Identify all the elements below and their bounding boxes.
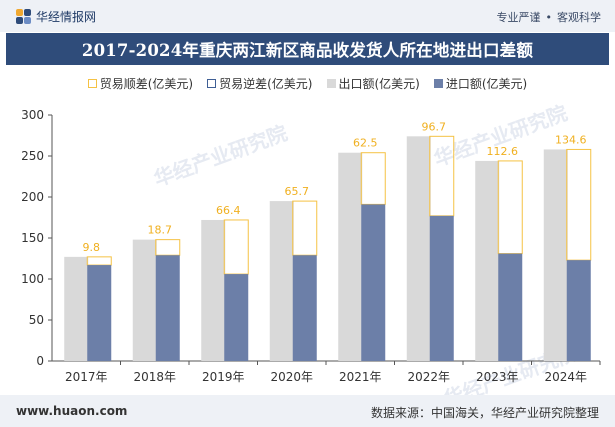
import-bar bbox=[361, 204, 386, 361]
top-bar: 华经情报网 专业严谨 • 客观科学 bbox=[0, 0, 615, 32]
logo-icon bbox=[16, 9, 31, 24]
surplus-bar bbox=[223, 219, 249, 275]
export-bar bbox=[543, 149, 568, 361]
surplus-bar bbox=[360, 152, 386, 205]
footer-bar: www.huaon.com 数据来源：中国海关，华经产业研究院整理 bbox=[0, 395, 615, 427]
y-tick-label: 0 bbox=[36, 354, 44, 368]
export-bar bbox=[201, 219, 226, 361]
brand-name: 华经情报网 bbox=[36, 10, 97, 24]
legend-item-export: 出口额(亿美元) bbox=[326, 74, 420, 92]
brand[interactable]: 华经情报网 bbox=[16, 8, 96, 25]
legend-label-export: 出口额(亿美元) bbox=[338, 76, 420, 91]
x-tick-label: 2021年 bbox=[339, 370, 382, 384]
surplus-bar bbox=[497, 160, 523, 255]
legend-item-deficit: 贸易逆差(亿美元) bbox=[207, 74, 313, 92]
surplus-bar bbox=[429, 135, 455, 217]
y-tick-label: 300 bbox=[21, 108, 44, 122]
x-tick-label: 2022年 bbox=[407, 370, 450, 384]
legend-swatch-import bbox=[433, 78, 443, 88]
chart-title: 2017-2024年重庆两江新区商品收发货人所在地进出口差额 bbox=[81, 41, 534, 60]
surplus-value-label: 65.7 bbox=[285, 185, 310, 198]
x-tick-label: 2017年 bbox=[65, 370, 108, 384]
y-tick-label: 100 bbox=[21, 272, 44, 286]
export-bar bbox=[338, 152, 363, 361]
surplus-value-label: 9.8 bbox=[83, 241, 101, 254]
slogan-tag-1: 专业严谨 bbox=[496, 11, 541, 24]
surplus-value-label: 96.7 bbox=[422, 120, 447, 133]
legend-swatch-surplus bbox=[87, 78, 97, 88]
slogan-tag-2: 客观科学 bbox=[557, 11, 601, 24]
export-bar bbox=[132, 239, 157, 361]
x-tick-label: 2018年 bbox=[133, 370, 176, 384]
title-bar: 2017-2024年重庆两江新区商品收发货人所在地进出口差额 bbox=[6, 33, 609, 65]
import-bar bbox=[292, 255, 317, 361]
dot-separator-icon: • bbox=[545, 11, 553, 24]
y-tick-label: 150 bbox=[21, 231, 44, 245]
surplus-value-label: 62.5 bbox=[353, 137, 378, 150]
import-bar bbox=[224, 274, 249, 361]
surplus-value-label: 134.6 bbox=[555, 133, 587, 146]
y-tick-label: 200 bbox=[21, 190, 44, 204]
import-bar bbox=[87, 265, 112, 361]
import-bar bbox=[155, 255, 180, 361]
legend-label-deficit: 贸易逆差(亿美元) bbox=[219, 76, 313, 91]
y-tick-label: 50 bbox=[29, 313, 44, 327]
export-bar bbox=[64, 256, 89, 361]
import-bar bbox=[498, 253, 523, 361]
surplus-value-label: 112.6 bbox=[487, 145, 519, 158]
surplus-value-label: 66.4 bbox=[216, 204, 241, 217]
import-bar bbox=[429, 215, 454, 361]
chart-legend: 贸易顺差(亿美元) 贸易逆差(亿美元) 出口额(亿美元) 进口额(亿美元) bbox=[0, 74, 615, 92]
surplus-bar bbox=[292, 200, 318, 256]
footer-url[interactable]: www.huaon.com bbox=[16, 404, 128, 418]
x-tick-label: 2019年 bbox=[202, 370, 245, 384]
surplus-bar bbox=[566, 148, 592, 261]
legend-item-import: 进口额(亿美元) bbox=[433, 74, 528, 92]
legend-swatch-export bbox=[326, 78, 336, 88]
x-tick-label: 2023年 bbox=[476, 370, 519, 384]
surplus-bar bbox=[86, 256, 112, 266]
slogan: 专业严谨 • 客观科学 bbox=[497, 9, 602, 25]
legend-label-import: 进口额(亿美元) bbox=[445, 76, 528, 91]
export-bar bbox=[269, 201, 294, 361]
y-tick-label: 250 bbox=[21, 149, 44, 163]
legend-label-surplus: 贸易顺差(亿美元) bbox=[99, 76, 194, 91]
legend-swatch-deficit bbox=[207, 78, 217, 88]
surplus-value-label: 18.7 bbox=[148, 224, 173, 237]
x-tick-label: 2020年 bbox=[270, 370, 313, 384]
import-bar bbox=[566, 260, 591, 361]
export-bar bbox=[406, 136, 431, 361]
x-tick-label: 2024年 bbox=[544, 370, 587, 384]
surplus-bar bbox=[155, 239, 181, 256]
legend-item-surplus: 贸易顺差(亿美元) bbox=[87, 74, 194, 92]
export-bar bbox=[475, 160, 500, 361]
footer-source: 数据来源：中国海关，华经产业研究院整理 bbox=[370, 406, 599, 420]
